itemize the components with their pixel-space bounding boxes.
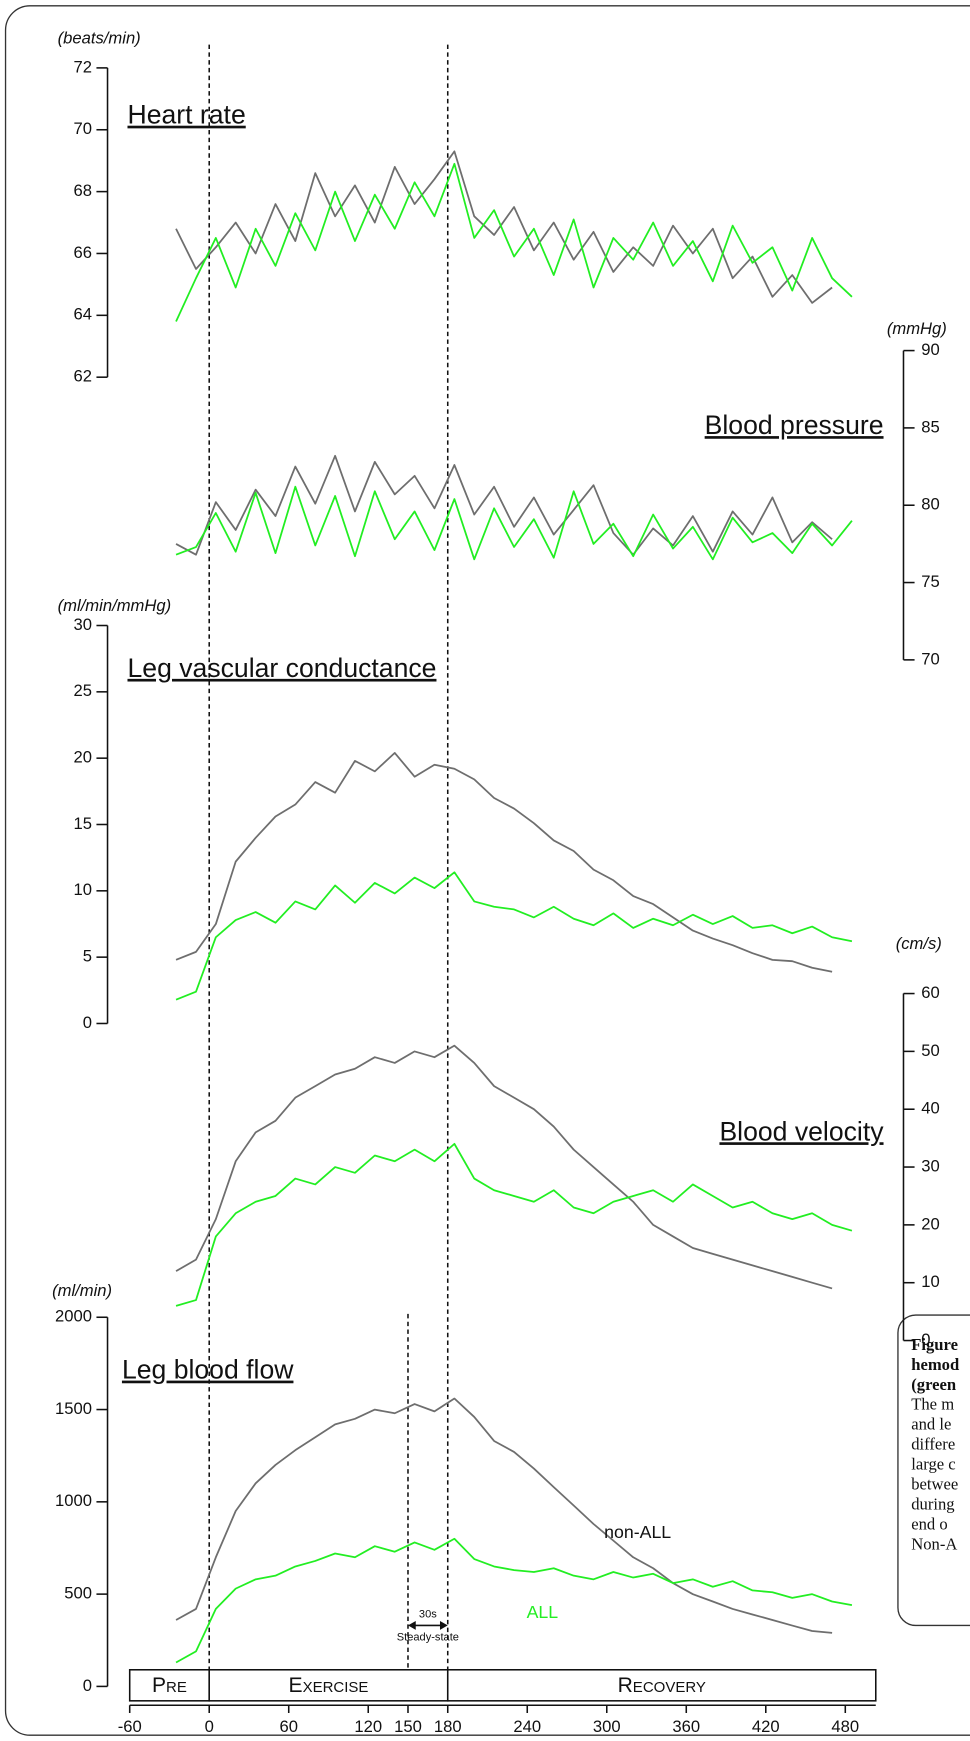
x-tick-label: 0 xyxy=(205,1717,214,1736)
y-tick-label: 90 xyxy=(921,340,939,359)
y-tick-label: 20 xyxy=(74,748,92,767)
caption-line: Non-A xyxy=(911,1534,957,1553)
caption-bold: Figure xyxy=(911,1335,958,1354)
y-unit: (mmHg) xyxy=(887,319,947,338)
series-line xyxy=(175,751,833,973)
x-tick-label: 150 xyxy=(394,1717,422,1736)
y-unit: (beats/min) xyxy=(58,28,141,47)
phase-label: Recovery xyxy=(618,1674,706,1697)
x-tick-label: -60 xyxy=(118,1717,142,1736)
y-tick-label: 62 xyxy=(74,367,92,386)
y-tick-label: 80 xyxy=(921,495,939,514)
y-tick-label: 75 xyxy=(921,572,939,591)
caption-line: The m xyxy=(911,1395,954,1414)
steady-state-label: 30s xyxy=(419,1608,437,1620)
series-line xyxy=(175,1142,853,1307)
caption-line: and le xyxy=(911,1415,951,1434)
x-tick-label: 420 xyxy=(752,1717,780,1736)
x-tick-label: 240 xyxy=(513,1717,541,1736)
series-line xyxy=(175,485,853,561)
y-tick-label: 20 xyxy=(921,1214,939,1233)
x-tick-label: 180 xyxy=(434,1717,462,1736)
y-tick-label: 66 xyxy=(74,243,92,262)
panel-title: Heart rate xyxy=(127,100,245,130)
x-tick-label: 60 xyxy=(279,1717,297,1736)
y-tick-label: 1500 xyxy=(55,1399,92,1418)
series-label: ALL xyxy=(527,1602,559,1622)
series-label: non-ALL xyxy=(604,1522,671,1542)
y-tick-label: 0 xyxy=(83,1676,92,1695)
y-tick-label: 40 xyxy=(921,1099,939,1118)
y-tick-label: 10 xyxy=(74,880,92,899)
y-tick-label: 25 xyxy=(74,681,92,700)
phase-box xyxy=(208,1669,449,1702)
caption-line: betwee xyxy=(911,1475,958,1494)
y-tick-label: 50 xyxy=(921,1041,939,1060)
panel-title: Blood pressure xyxy=(705,410,884,440)
y-unit: (ml/min) xyxy=(52,1281,112,1300)
caption-line: differe xyxy=(911,1435,955,1454)
panel-title: Leg vascular conductance xyxy=(127,653,436,683)
y-tick-label: 68 xyxy=(74,181,92,200)
y-tick-label: 10 xyxy=(921,1272,939,1291)
y-tick-label: 70 xyxy=(921,649,939,668)
y-tick-label: 5 xyxy=(83,947,92,966)
y-tick-label: 0 xyxy=(921,1330,930,1349)
panel-title: Blood velocity xyxy=(719,1116,884,1146)
phase-label: Pre xyxy=(152,1674,187,1697)
caption-box xyxy=(897,1314,970,1627)
y-tick-label: 0 xyxy=(83,1013,92,1032)
series-line xyxy=(175,454,833,556)
y-tick-label: 15 xyxy=(74,814,92,833)
y-tick-label: 64 xyxy=(74,305,92,324)
y-tick-label: 85 xyxy=(921,417,939,436)
series-line xyxy=(175,162,853,322)
x-tick-label: 120 xyxy=(354,1717,382,1736)
y-unit: (cm/s) xyxy=(896,934,942,953)
phase-label: Exercise xyxy=(289,1674,369,1697)
caption-line: during xyxy=(911,1495,954,1514)
y-tick-label: 500 xyxy=(64,1584,92,1603)
series-line xyxy=(175,1397,833,1634)
y-tick-label: 72 xyxy=(74,57,92,76)
x-tick-label: 360 xyxy=(672,1717,700,1736)
steady-state-sublabel: Steady-state xyxy=(397,1632,459,1644)
y-tick-label: 2000 xyxy=(55,1307,92,1326)
y-tick-label: 30 xyxy=(74,615,92,634)
x-tick-label: 300 xyxy=(593,1717,621,1736)
x-tick-label: 480 xyxy=(831,1717,859,1736)
caption-bold: hemod xyxy=(911,1355,960,1374)
series-line xyxy=(175,1044,833,1290)
frame xyxy=(4,5,970,1736)
panel-title: Leg blood flow xyxy=(122,1355,294,1385)
y-unit: (ml/min/mmHg) xyxy=(58,596,171,615)
caption-line: large c xyxy=(911,1455,955,1474)
y-tick-label: 70 xyxy=(74,119,92,138)
series-line xyxy=(175,871,853,1001)
caption-line: end o xyxy=(911,1514,947,1533)
y-tick-label: 60 xyxy=(921,983,939,1002)
caption-bold: (green xyxy=(911,1375,956,1394)
series-line xyxy=(175,1537,853,1664)
y-tick-label: 1000 xyxy=(55,1491,92,1510)
phase-box xyxy=(446,1669,877,1702)
y-tick-label: 30 xyxy=(921,1156,939,1175)
